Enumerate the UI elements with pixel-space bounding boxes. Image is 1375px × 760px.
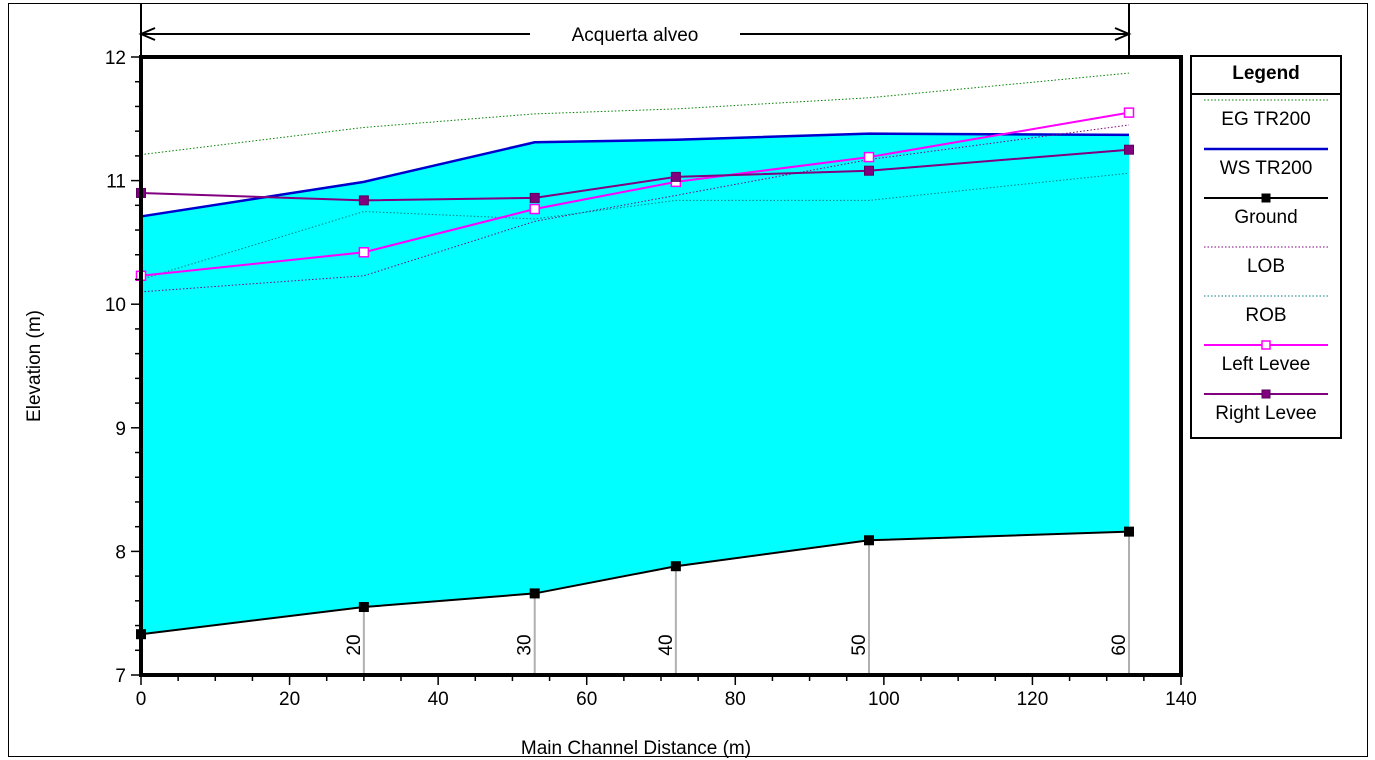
y-tick-label: 10 (105, 295, 126, 316)
chart-title-background (530, 20, 740, 48)
marker-ground (358, 602, 369, 613)
legend-label: Right Levee (1215, 403, 1317, 424)
station-label: 20 (344, 634, 365, 655)
legend-entry: LOB (1192, 242, 1340, 291)
x-tick-label: 80 (725, 689, 746, 710)
legend-entry: Right Levee (1192, 389, 1340, 438)
marker-left-levee (1123, 107, 1135, 118)
series-line-ground (140, 530, 1130, 636)
legend-entry: EG TR200 (1192, 95, 1340, 144)
x-tick-label: 0 (136, 689, 147, 710)
marker-right-levee (358, 195, 369, 206)
legend-swatch (1204, 246, 1328, 248)
marker-ground (1124, 526, 1134, 537)
y-tick-label: 8 (115, 542, 126, 563)
series-line-lob (140, 124, 1130, 293)
marker-left-levee (863, 151, 875, 163)
series-line-right-levee (140, 148, 1130, 202)
marker-ground (670, 561, 681, 572)
marker-left-levee (529, 203, 540, 215)
water-fill-area (141, 133, 1129, 635)
series-line-eg-tr200 (140, 72, 1130, 156)
x-tick-label: 20 (279, 689, 300, 710)
legend-swatch (1204, 147, 1328, 151)
y-axis-label: Elevation (m) (24, 310, 45, 422)
legend-swatch (1204, 389, 1328, 399)
legend-title: Legend (1192, 57, 1340, 95)
y-tick-label: 12 (105, 48, 126, 69)
legend-entry: Left Levee (1192, 340, 1340, 389)
legend-swatch (1204, 193, 1328, 203)
legend-label: Left Levee (1221, 354, 1311, 375)
station-label: 60 (1109, 634, 1130, 655)
marker-right-levee (670, 171, 681, 182)
x-tick-label: 100 (868, 689, 900, 710)
chart-title: Acquerta alveo (572, 25, 699, 46)
x-tick-label: 120 (1017, 689, 1049, 710)
legend-swatch (1204, 99, 1328, 101)
x-tick-label: 60 (576, 689, 597, 710)
legend-swatch (1204, 295, 1328, 297)
legend-entry: ROB (1192, 291, 1340, 340)
marker-right-levee (864, 165, 874, 176)
marker-left-levee (358, 247, 370, 258)
legend-swatch (1204, 340, 1328, 350)
y-tick-label: 9 (115, 419, 126, 440)
marker-ground (529, 588, 540, 599)
x-axis-label: Main Channel Distance (m) (521, 738, 751, 759)
legend-label: LOB (1246, 256, 1286, 277)
x-tick-label: 140 (1165, 689, 1197, 710)
chart-frame (8, 3, 1368, 757)
legend-label: EG TR200 (1221, 109, 1311, 130)
legend-label: ROB (1245, 305, 1287, 326)
legend-entry: Ground (1192, 193, 1340, 242)
legend-entry: WS TR200 (1192, 144, 1340, 193)
legend: Legend EG TR200 WS TR200 Ground LOB ROB Left … (1190, 55, 1342, 439)
series-line-ws-tr200 (140, 132, 1130, 218)
legend-label: Ground (1234, 207, 1298, 228)
marker-right-levee (529, 192, 540, 203)
marker-ground (864, 535, 874, 546)
station-label: 50 (849, 634, 870, 655)
series-line-left-levee (140, 111, 1130, 277)
station-label: 40 (656, 634, 677, 655)
legend-label: WS TR200 (1219, 158, 1313, 179)
y-tick-label: 7 (115, 666, 126, 687)
station-label: 30 (515, 634, 536, 655)
x-tick-label: 40 (428, 689, 449, 710)
marker-right-levee (1124, 144, 1134, 155)
y-tick-label: 11 (106, 172, 126, 193)
